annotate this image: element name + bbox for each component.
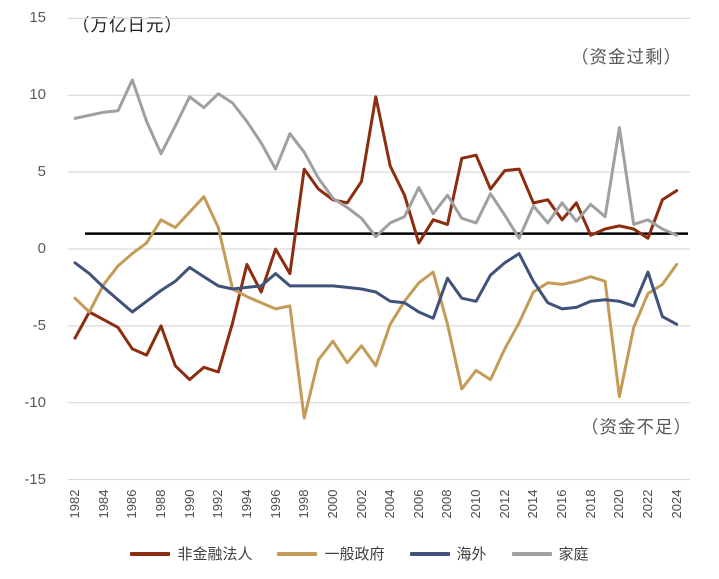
x-axis-label: 2004 — [382, 489, 398, 519]
x-axis-label: 2000 — [324, 489, 340, 519]
chart-legend: 非金融法人 一般政府 海外 家庭 — [0, 543, 719, 564]
x-axis-label: 2006 — [410, 489, 426, 519]
x-axis-label: 2010 — [468, 489, 484, 519]
x-axis-label: 1992 — [210, 489, 226, 519]
y-axis-label: -5 — [32, 316, 46, 334]
legend-label-nonfinancial-corporations: 非金融法人 — [177, 546, 253, 563]
legend-label-general-government: 一般政府 — [324, 546, 385, 563]
x-axis-label: 1986 — [124, 489, 140, 519]
line-nonfinancial-corporations — [73, 95, 679, 382]
legend-item-general-government: 一般政府 — [277, 543, 385, 564]
y-axis-label: 0 — [37, 240, 46, 257]
x-axis-label: 2024 — [668, 489, 684, 519]
x-axis-label: 1998 — [296, 489, 312, 519]
x-axis-label: 2022 — [640, 489, 656, 519]
x-axis-label: 1996 — [267, 489, 283, 519]
annotation-funds-surplus: （资金过剩） — [571, 47, 682, 67]
x-axis-label: 1982 — [67, 489, 82, 519]
y-axis-label: -10 — [24, 393, 46, 411]
x-axis-label: 2002 — [353, 489, 369, 519]
x-axis-label: 2018 — [582, 489, 598, 519]
x-axis-label: 1990 — [181, 489, 197, 519]
y-axis-label: 10 — [29, 86, 46, 104]
y-axis-label: 15 — [29, 9, 46, 27]
y-axis-label: -15 — [24, 470, 46, 488]
x-axis-label: 2020 — [611, 489, 627, 519]
legend-swatch-general-government — [277, 551, 318, 556]
annotation-funds-deficit: （资金不足） — [581, 417, 692, 437]
legend-item-households: 家庭 — [511, 543, 589, 564]
line-overseas — [73, 252, 679, 326]
chart-title: （万亿日元） — [72, 15, 183, 35]
gridlines — [68, 17, 690, 481]
x-axis-label: 2012 — [496, 489, 512, 519]
legend-swatch-nonfinancial-corporations — [130, 551, 171, 556]
legend-label-overseas: 海外 — [456, 546, 487, 563]
x-axis-label: 1984 — [95, 489, 111, 519]
legend-swatch-households — [511, 551, 552, 556]
x-axis-label: 1994 — [238, 489, 254, 519]
x-axis-label: 2016 — [554, 489, 570, 519]
legend-item-nonfinancial-corporations: 非金融法人 — [130, 543, 252, 564]
line-general-government — [73, 195, 679, 420]
line-households — [73, 78, 679, 240]
legend-swatch-overseas — [409, 551, 450, 556]
legend-label-households: 家庭 — [558, 546, 589, 563]
x-axis-label: 2014 — [525, 489, 541, 519]
legend-item-overseas: 海外 — [409, 543, 487, 564]
x-axis-label: 1988 — [152, 489, 168, 519]
x-axis-label: 2008 — [439, 489, 455, 519]
y-axis-label: 5 — [37, 163, 46, 181]
